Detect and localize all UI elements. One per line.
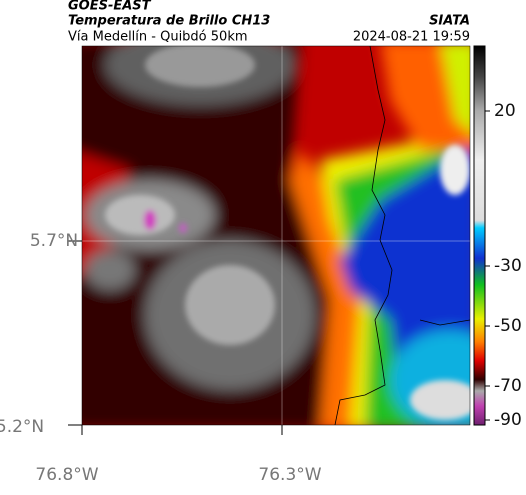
subtitle: Vía Medellín - Quibdó 50km xyxy=(68,30,248,45)
colorbar-tick-label: -50 xyxy=(494,316,522,336)
colorbar-tick-label: -70 xyxy=(494,376,522,396)
datetime: 2024-08-21 19:59 xyxy=(353,30,470,45)
colorbar-tick-label: -90 xyxy=(494,410,522,430)
colorbar-tick-label: -30 xyxy=(494,256,522,276)
lat-label: 5.2°N xyxy=(0,417,44,437)
title: Temperatura de Brillo CH13 xyxy=(68,14,270,29)
agency: SIATA xyxy=(429,14,470,29)
source: GOES-EAST xyxy=(68,0,152,14)
lon-label: 76.8°W xyxy=(35,465,98,485)
lat-label: 5.7°N xyxy=(30,231,78,251)
colorbar xyxy=(473,45,486,426)
lon-label: 76.3°W xyxy=(258,465,321,485)
satellite-image xyxy=(82,46,470,425)
colorbar-tick-label: 20 xyxy=(494,101,516,121)
